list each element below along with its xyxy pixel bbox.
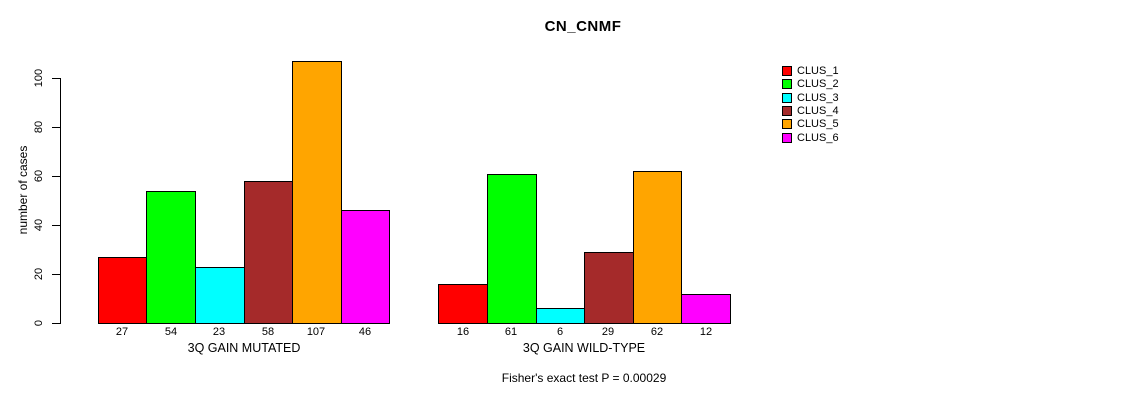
y-axis-tick-label: 80: [33, 120, 45, 134]
legend-swatch-clus_1: [782, 66, 792, 76]
bar-clus_2: [487, 174, 537, 324]
legend-label-clus_5: CLUS_5: [797, 118, 839, 130]
bar-value-label: 23: [212, 326, 226, 338]
legend-swatch-clus_2: [782, 79, 792, 89]
x-group-label: 3Q GAIN MUTATED: [187, 341, 301, 355]
y-axis-line: [60, 78, 61, 324]
y-axis-tick-label: 0: [33, 319, 45, 327]
bar-value-label: 107: [306, 326, 326, 338]
bar-value-label: 62: [650, 326, 664, 338]
bar-value-label: 27: [115, 326, 129, 338]
legend-swatch-clus_4: [782, 106, 792, 116]
bar-clus_1: [98, 257, 147, 324]
y-axis-tick: [52, 176, 61, 177]
bar-clus_3: [195, 267, 245, 324]
y-axis-tick: [52, 274, 61, 275]
bar-clus_4: [244, 181, 293, 324]
legend-label-clus_3: CLUS_3: [797, 92, 839, 104]
legend-label-clus_6: CLUS_6: [797, 132, 839, 144]
bar-clus_3: [536, 308, 585, 324]
chart-title: CN_CNMF: [544, 18, 622, 35]
y-axis-title: number of cases: [16, 145, 30, 235]
fisher-test-annotation: Fisher's exact test P = 0.00029: [501, 371, 667, 385]
legend-swatch-clus_6: [782, 133, 792, 143]
bar-clus_1: [438, 284, 488, 324]
legend-label-clus_2: CLUS_2: [797, 78, 839, 90]
bar-value-label: 16: [456, 326, 470, 338]
y-axis-tick: [52, 78, 61, 79]
bar-clus_6: [341, 210, 390, 324]
bar-value-label: 46: [358, 326, 372, 338]
y-axis-tick-label: 40: [33, 218, 45, 232]
bar-clus_6: [681, 294, 731, 324]
legend-swatch-clus_3: [782, 93, 792, 103]
bar-value-label: 61: [504, 326, 518, 338]
y-axis-tick-label: 100: [33, 68, 45, 88]
y-axis-tick: [52, 127, 61, 128]
bar-value-label: 58: [261, 326, 275, 338]
legend-label-clus_4: CLUS_4: [797, 105, 839, 117]
y-axis-tick-label: 20: [33, 267, 45, 281]
bar-value-label: 54: [164, 326, 178, 338]
bar-value-label: 29: [601, 326, 615, 338]
y-axis-tick-label: 60: [33, 169, 45, 183]
x-group-label: 3Q GAIN WILD-TYPE: [522, 341, 646, 355]
bar-clus_5: [633, 171, 682, 324]
y-axis-tick: [52, 323, 61, 324]
legend-label-clus_1: CLUS_1: [797, 65, 839, 77]
bar-value-label: 12: [699, 326, 713, 338]
legend-swatch-clus_5: [782, 119, 792, 129]
bar-clus_5: [292, 61, 342, 324]
bar-value-label: 6: [556, 326, 564, 338]
bar-clus_4: [584, 252, 634, 324]
y-axis-tick: [52, 225, 61, 226]
bar-clus_2: [146, 191, 196, 324]
